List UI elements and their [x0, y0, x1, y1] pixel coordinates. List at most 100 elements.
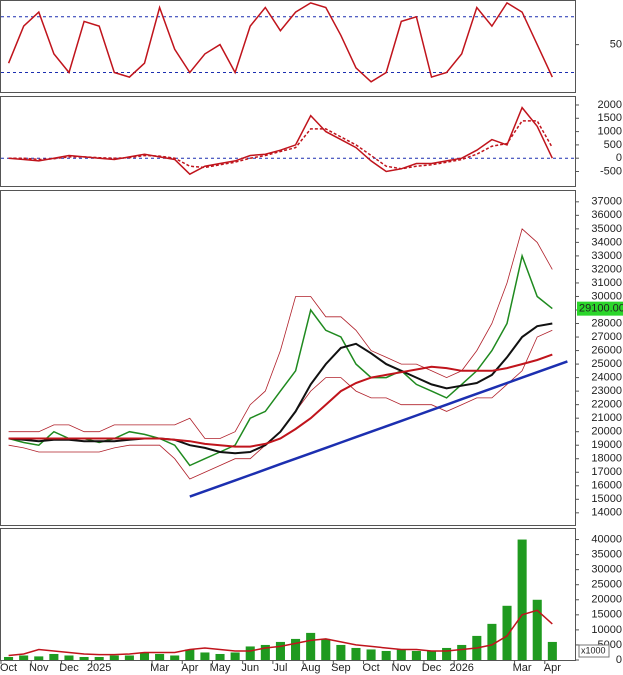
y-tick-label: 50 [610, 39, 622, 51]
volume-bar [442, 647, 452, 660]
y-tick-label: 25000 [591, 579, 622, 591]
volume-bar [109, 655, 119, 660]
series-line [8, 609, 553, 657]
volume-bar [321, 638, 331, 660]
volume-bar [426, 650, 437, 660]
volume-bar [457, 644, 467, 660]
y-tick-label: -500 [600, 165, 622, 177]
volume-bar [411, 650, 421, 660]
x-tick-label: Nov [392, 662, 412, 674]
x-tick-label: Mar [513, 662, 532, 674]
y-tick-label: 0 [616, 152, 622, 164]
x-tick-label: Dec [59, 662, 79, 674]
series-line [8, 106, 553, 176]
volume-bar [381, 650, 391, 660]
x-tick-label: 2025 [87, 662, 111, 674]
series-line [8, 329, 553, 480]
series-line [8, 253, 553, 467]
volume-bar [306, 632, 316, 660]
volume-panel [0, 528, 576, 661]
volume-bar [366, 649, 376, 660]
series-line [189, 360, 568, 498]
x-tick-label: Aug [301, 662, 321, 674]
y-tick-label: 33000 [591, 250, 622, 262]
volume-bar [170, 655, 180, 660]
volume-bar [230, 652, 240, 660]
series-line [7, 1, 553, 83]
volume-bar [79, 656, 89, 660]
y-tick-label: 20000 [591, 594, 622, 606]
volume-bar [502, 605, 512, 660]
y-tick-label: 32000 [591, 263, 622, 275]
volume-bar [49, 653, 59, 660]
series-line [8, 120, 553, 170]
y-tick-label: 30000 [591, 564, 622, 576]
volume-bar [124, 655, 134, 660]
y-tick-label: 34000 [591, 236, 622, 248]
volume-bar [336, 644, 346, 660]
y-tick-label: 2000 [598, 99, 622, 111]
x-tick-label: Apr [544, 662, 561, 674]
y-tick-label: 0 [616, 654, 622, 666]
volume-bar [245, 646, 255, 660]
y-tick-label: 10000 [591, 624, 622, 636]
volume-bar [517, 539, 527, 660]
y-tick-label: 26000 [591, 344, 622, 356]
y-tick-label: 20000 [591, 426, 622, 438]
volume-bar [4, 656, 14, 660]
x-tick-label: May [210, 662, 231, 674]
volume-bar [275, 641, 285, 660]
x-tick-label: Oct [0, 662, 17, 674]
series-line [8, 228, 553, 439]
unit-box [578, 644, 610, 658]
price-panel [0, 190, 576, 526]
y-tick-label: 28000 [591, 317, 622, 329]
y-tick-label: 1500 [598, 112, 622, 124]
y-tick-label: 17000 [591, 466, 622, 478]
y-tick-label: 23000 [591, 385, 622, 397]
volume-bar [155, 653, 165, 660]
oscillator-panel [0, 0, 576, 93]
volume-bar [34, 656, 44, 660]
volume-bar [532, 599, 542, 660]
volume-bar [260, 644, 270, 660]
y-tick-label: 22000 [591, 399, 622, 411]
x-tick-label: Nov [29, 662, 49, 674]
y-tick-label: 15000 [591, 609, 622, 621]
volume-bar [94, 656, 104, 660]
volume-bar [396, 649, 406, 660]
y-tick-label: 36000 [591, 209, 622, 221]
y-tick-label: 21000 [591, 412, 622, 424]
x-tick-label: Oct [363, 662, 380, 674]
last-price-label: 29100.00 [579, 303, 623, 315]
volume-bar [291, 638, 301, 660]
y-tick-label: 500 [604, 139, 622, 151]
volume-bar [139, 652, 150, 660]
y-tick-label: 35000 [591, 549, 622, 561]
x-tick-label: Jun [241, 662, 259, 674]
y-tick-label: 40000 [591, 533, 622, 545]
volume-bar [200, 652, 210, 660]
y-tick-label: 37000 [591, 196, 622, 208]
x-tick-label: Jul [273, 662, 287, 674]
volume-bar [19, 655, 29, 660]
series-line [8, 353, 553, 448]
volume-bar [215, 653, 225, 660]
x-tick-label: 2026 [449, 662, 473, 674]
y-tick-label: 14000 [591, 507, 622, 519]
y-tick-label: 35000 [591, 223, 622, 235]
y-tick-label: 30000 [591, 290, 622, 302]
y-tick-label: 16000 [591, 480, 622, 492]
volume-bar [64, 655, 74, 660]
x-tick-label: Apr [181, 662, 198, 674]
volume-bar [547, 641, 557, 660]
macd-panel [0, 96, 576, 187]
unit-label: x1000 [581, 645, 606, 655]
y-tick-label: 15000 [591, 493, 622, 505]
y-tick-label: 1000 [598, 125, 622, 137]
x-tick-label: Dec [422, 662, 442, 674]
volume-bar [487, 623, 497, 660]
y-tick-label: 18000 [591, 453, 622, 465]
y-tick-label: 24000 [591, 372, 622, 384]
